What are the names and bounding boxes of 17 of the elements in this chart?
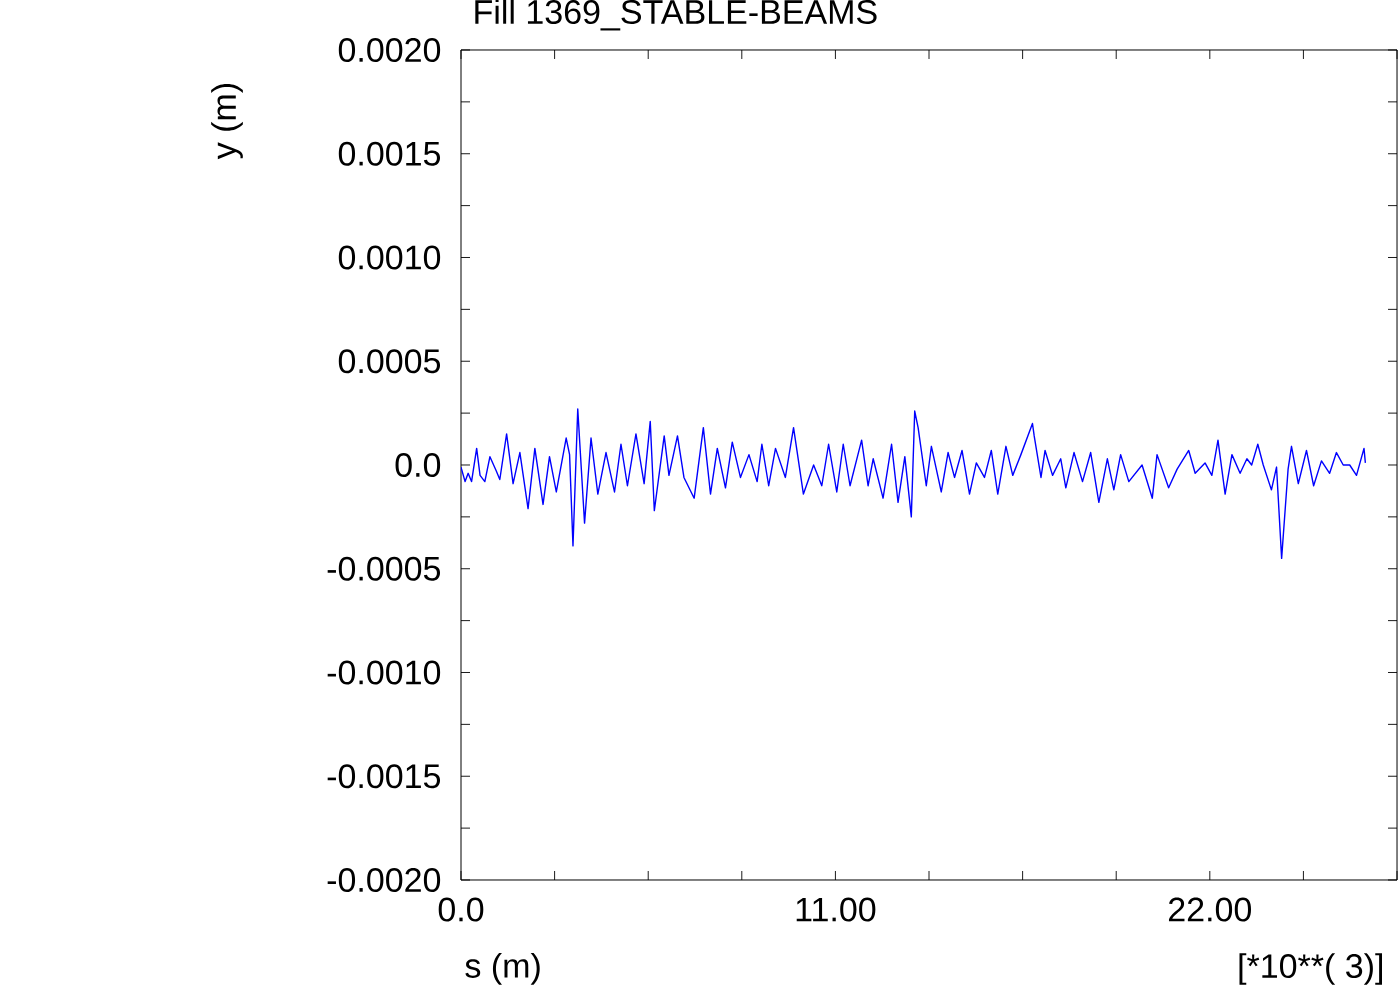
y-tick-label: -0.0005: [327, 556, 441, 581]
x-tick-label: 11.00: [796, 897, 876, 922]
y-tick-label: 0.0015: [338, 141, 441, 166]
y-tick-label: 0.0: [395, 452, 441, 478]
text: [*10**( 3)]: [1239, 953, 1382, 985]
line-series: [461, 408, 1367, 560]
x-tick-label: 0.0: [438, 897, 484, 922]
y-tick-label: 0.0005: [338, 349, 441, 374]
y-tick-label: -0.0020: [327, 867, 441, 893]
y-tick-label: -0.0010: [327, 660, 441, 685]
y-tick-label: 0.0020: [338, 37, 441, 63]
y-tick-label: -0.0015: [327, 764, 441, 789]
x-axis-title: s (m): [465, 952, 540, 985]
x-tick-label: 22.00: [1168, 897, 1252, 922]
chart-title: Fill 1369_STABLE-BEAMS: [475, 0, 877, 31]
y-axis-title: y (m): [211, 83, 243, 160]
y-tick-label: 0.0010: [338, 245, 441, 270]
